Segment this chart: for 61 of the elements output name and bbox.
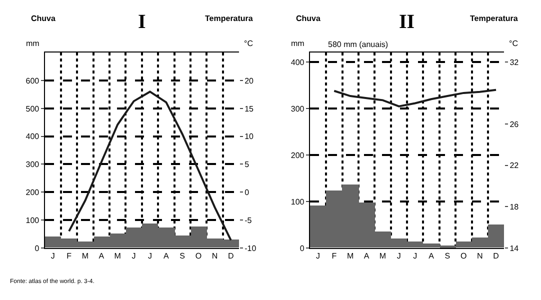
x-tick-label: J [50, 252, 55, 261]
y-tick-label: 200 [26, 188, 40, 197]
y2-tick-label: 22 [510, 161, 520, 170]
x-tick-label: D [228, 252, 234, 261]
y2-tick-label: -5 [244, 216, 252, 225]
x-tick-label: N [212, 252, 218, 261]
x-tick-label: M [114, 252, 122, 261]
x-tick-label: O [195, 252, 202, 261]
x-tick-label: J [132, 252, 136, 261]
x-tick-label: M [379, 252, 386, 261]
line-series [333, 88, 498, 108]
x-tick-label: M [82, 252, 89, 261]
y2-tick-label: 20 [244, 76, 254, 86]
y-axis-title: Chuva [296, 14, 321, 23]
x-tick-label: S [444, 252, 450, 261]
text: mm [291, 39, 305, 48]
text: 580 mm (anuais) [328, 40, 388, 49]
y-tick-label: 0 [34, 244, 40, 253]
y-tick-label: 400 [290, 58, 305, 67]
x-tick-label: A [364, 252, 370, 261]
y-tick-label: 300 [290, 104, 305, 114]
chart-title: I [138, 11, 146, 33]
x-tick-label: A [163, 252, 170, 261]
y-axis-title: Chuva [31, 14, 56, 23]
y2-tick-label: 5 [244, 160, 250, 170]
y2-tick-label: 14 [510, 244, 520, 253]
y2-tick-label: 0 [244, 188, 250, 197]
x-tick-label: A [428, 252, 435, 261]
y-tick-label: 0 [300, 244, 305, 253]
x-tick-label: J [396, 252, 401, 261]
y2-axis-title: Temperatura [470, 14, 518, 23]
y-tick-label: 200 [290, 150, 305, 160]
y2-tick-label: 15 [244, 104, 254, 114]
x-tick-label: M [347, 252, 354, 261]
text: °C [509, 39, 518, 48]
chart-title: II [399, 11, 415, 33]
x-tick-label: J [413, 252, 418, 261]
y-tick-label: 400 [26, 132, 40, 142]
x-tick-label: F [66, 252, 72, 261]
x-tick-label: F [332, 252, 337, 261]
y-tick-label: 100 [290, 197, 305, 206]
x-tick-label: A [98, 252, 105, 261]
y-tick-label: 600 [26, 76, 40, 86]
x-tick-label: S [180, 252, 186, 261]
y-tick-label: 300 [26, 160, 40, 170]
y2-tick-label: 10 [244, 132, 254, 142]
y-tick-label: 500 [26, 104, 40, 114]
text: mm [26, 39, 40, 48]
x-tick-label: J [148, 252, 152, 261]
y2-tick-label: -10 [244, 244, 257, 253]
y2-tick-label: 18 [510, 202, 520, 212]
x-tick-label: J [316, 252, 320, 261]
x-tick-label: N [476, 252, 483, 261]
y2-axis-title: Temperatura [205, 14, 254, 23]
y-tick-label: 100 [26, 216, 40, 225]
x-tick-label: D [493, 252, 500, 261]
y2-tick-label: 26 [510, 120, 520, 129]
text: °C [244, 39, 254, 48]
line-series [68, 90, 232, 242]
y2-tick-label: 32 [510, 58, 520, 67]
x-tick-label: O [460, 252, 467, 261]
